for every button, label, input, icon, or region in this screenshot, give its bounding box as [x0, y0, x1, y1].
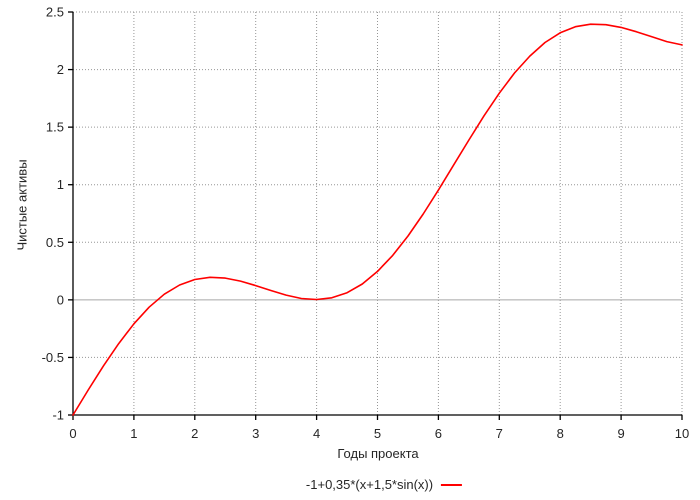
y-tick-label: 1 [57, 177, 64, 192]
x-tick-label: 8 [557, 426, 564, 441]
x-tick-label: 2 [191, 426, 198, 441]
x-tick-label: 10 [675, 426, 689, 441]
x-tick-label: 3 [252, 426, 259, 441]
y-tick-label: -0.5 [42, 350, 64, 365]
x-axis-title: Годы проекта [337, 446, 419, 461]
legend-label: -1+0,35*(x+1,5*sin(x)) [305, 477, 434, 492]
y-tick-label: -1 [52, 408, 64, 423]
x-tick-label: 4 [313, 426, 320, 441]
y-tick-label: 1.5 [46, 120, 64, 135]
y-tick-label: 2 [57, 62, 64, 77]
legend-line-sample [441, 483, 463, 486]
y-tick-label: 2.5 [46, 5, 64, 20]
x-tick-label: 6 [435, 426, 442, 441]
y-axis-title: Чистые активы [14, 159, 30, 251]
y-tick-label: 0.5 [46, 235, 64, 250]
y-tick-label: 0 [57, 292, 64, 307]
x-tick-label: 0 [69, 426, 76, 441]
x-tick-label: 5 [374, 426, 381, 441]
legend: -1+0,35*(x+1,5*sin(x)) [305, 477, 463, 492]
x-tick-label: 9 [617, 426, 624, 441]
series-curve [72, 23, 683, 416]
x-tick-label: 7 [496, 426, 503, 441]
x-tick-label: 1 [130, 426, 137, 441]
